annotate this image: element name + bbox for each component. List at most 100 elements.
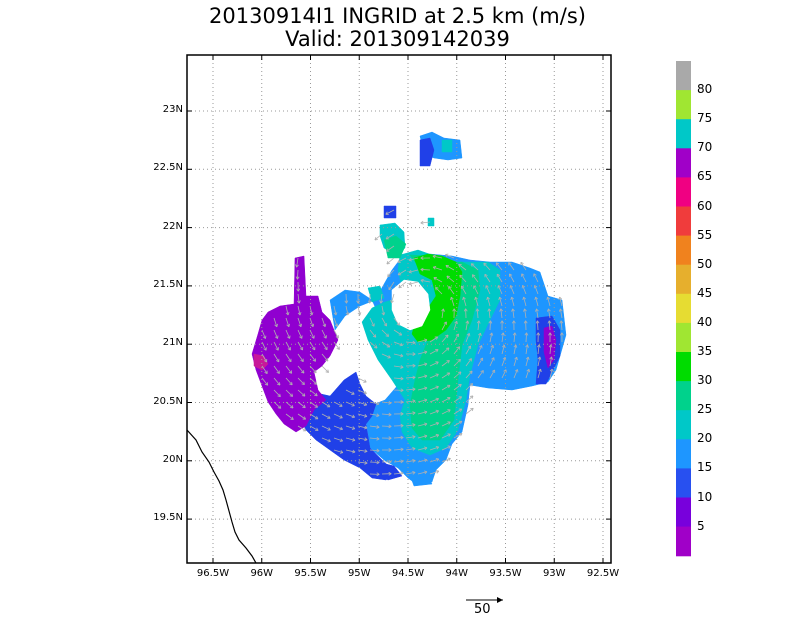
wind-vector-head <box>400 435 404 440</box>
wind-vector-head <box>357 312 362 316</box>
wind-vector <box>487 296 491 307</box>
coastline <box>186 429 257 564</box>
wind-vector <box>285 353 292 362</box>
wind-vector-head <box>485 285 489 289</box>
lat-label: 22.5N <box>153 162 183 174</box>
wind-vector <box>489 332 493 343</box>
wind-vector <box>333 413 343 419</box>
wind-vector-head <box>447 384 451 389</box>
wind-vector <box>441 421 451 427</box>
wind-vector-head <box>424 446 428 451</box>
wind-vector-head <box>398 332 403 336</box>
lat-label: 21.5N <box>153 278 183 290</box>
wind-vector <box>321 317 326 327</box>
lon-label: 96.5W <box>196 568 230 579</box>
wind-vector-head <box>514 369 519 373</box>
wind-vector-head <box>479 357 484 361</box>
colorbar-segment <box>676 410 691 440</box>
wind-vector-head <box>400 423 404 428</box>
wind-vector-head <box>466 333 471 337</box>
colorbar-segment <box>676 439 691 469</box>
wind-vector <box>285 365 292 374</box>
wind-vector-head <box>388 460 392 464</box>
wind-vector-head <box>491 357 495 361</box>
wind-vector-head <box>457 371 462 375</box>
wind-vector-head <box>484 273 488 278</box>
wind-vector <box>297 425 307 432</box>
wind-vector <box>459 274 467 283</box>
wind-vector <box>309 413 319 420</box>
wind-vector <box>420 269 431 271</box>
wind-vector <box>405 341 416 344</box>
wind-vector-head <box>276 358 280 363</box>
wind-vector <box>445 254 455 259</box>
wind-vector-head <box>388 471 392 476</box>
wind-vector-head <box>356 300 360 304</box>
wind-vector-head <box>333 312 338 316</box>
wind-vector <box>450 297 455 307</box>
wind-vector-head <box>314 416 319 420</box>
wind-vector <box>510 285 515 295</box>
colorbar-segment <box>676 468 691 499</box>
wind-vector <box>417 471 428 475</box>
wind-vector-head <box>525 356 530 360</box>
wind-vector-head <box>388 436 392 441</box>
wind-vector-head <box>264 382 269 386</box>
wind-vector-head <box>344 300 349 304</box>
wind-vector <box>453 359 461 367</box>
wind-vector-head <box>447 445 451 449</box>
wind-vector <box>369 461 380 463</box>
wind-vector <box>381 341 391 348</box>
wind-vector-head <box>500 320 504 324</box>
wind-vector-head <box>470 263 475 267</box>
wind-vector <box>405 376 416 379</box>
wind-vector <box>441 384 451 391</box>
wind-vector <box>537 344 540 355</box>
wind-vector <box>333 425 343 430</box>
wind-vector-head <box>297 312 302 316</box>
wind-vector <box>297 329 303 339</box>
wind-vector <box>417 387 428 391</box>
wind-vector-head <box>424 362 428 367</box>
wind-vector <box>417 435 428 439</box>
wind-vector-head <box>459 274 463 279</box>
wind-vector-head <box>433 277 437 281</box>
wind-vector-head <box>388 412 392 417</box>
wind-vector-head <box>400 411 404 416</box>
wind-vector <box>446 275 455 283</box>
wind-vector <box>501 332 504 343</box>
wind-vector <box>405 472 416 475</box>
lat-label: 20.5N <box>153 395 183 407</box>
wind-vector-head <box>363 390 367 395</box>
wind-vector-head <box>476 320 481 324</box>
wind-vector-head <box>301 381 305 386</box>
wind-vector <box>417 411 428 415</box>
colorbar-segment <box>676 264 691 295</box>
wind-vector <box>357 305 361 316</box>
plot-frame <box>186 54 612 564</box>
wind-vector <box>393 317 400 326</box>
wind-vector <box>380 293 383 304</box>
wind-vector-head <box>480 370 484 374</box>
wind-vector-head <box>486 296 490 301</box>
wind-vector-head <box>385 236 390 240</box>
wind-vector <box>345 413 355 418</box>
wind-vector-head <box>336 346 340 350</box>
wind-vector <box>475 296 479 307</box>
wind-vector-head <box>289 393 294 397</box>
wind-vector-head <box>454 320 458 325</box>
wind-vector <box>285 305 289 316</box>
wind-vector <box>511 296 515 307</box>
wind-vector-head <box>339 450 344 454</box>
wind-vector-head <box>302 427 307 432</box>
wind-vector <box>261 329 266 339</box>
colorbar-segment <box>676 206 691 237</box>
wind-vector <box>369 449 380 452</box>
wind-vector-head <box>452 308 457 312</box>
wind-vector-head <box>458 408 463 412</box>
wind-vector <box>501 344 505 355</box>
wind-vector-head <box>424 422 428 427</box>
wind-vector-head <box>459 432 463 437</box>
wind-vector-head <box>434 336 439 340</box>
wind-vector <box>273 353 280 363</box>
